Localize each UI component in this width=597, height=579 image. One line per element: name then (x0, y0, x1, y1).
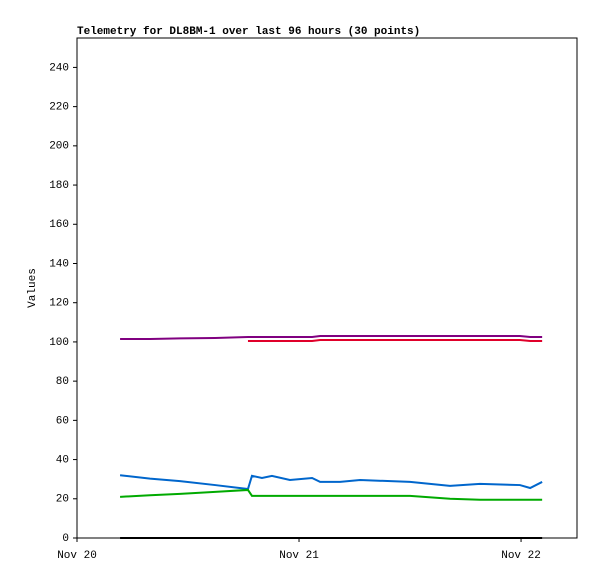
series-line (120, 335, 543, 340)
y-tick-label: 60 (56, 415, 69, 427)
y-tick-label: 180 (49, 180, 69, 192)
plot-frame (76, 37, 578, 539)
y-tick-label: 200 (49, 141, 69, 153)
series-line (120, 488, 543, 501)
chart-title: Telemetry for DL8BM-1 over last 96 hours… (77, 26, 420, 38)
y-tick-label: 40 (56, 454, 69, 466)
y-tick-label: 20 (56, 494, 69, 506)
y-axis-label: Values (27, 268, 39, 308)
y-tick-label: 100 (49, 337, 69, 349)
y-tick-label: 80 (56, 376, 69, 388)
x-tick-label: Nov 21 (279, 550, 319, 562)
y-tick-label: 160 (49, 219, 69, 231)
x-tick-label: Nov 20 (57, 550, 97, 562)
series-line (119, 474, 543, 491)
y-tick-label: 120 (49, 298, 69, 310)
y-tick-label: 0 (62, 533, 69, 545)
series-line (247, 338, 543, 342)
y-tick-label: 240 (49, 62, 69, 74)
x-tick-label: Nov 22 (501, 550, 541, 562)
y-tick-label: 140 (49, 258, 69, 270)
y-tick-label: 220 (49, 102, 69, 114)
